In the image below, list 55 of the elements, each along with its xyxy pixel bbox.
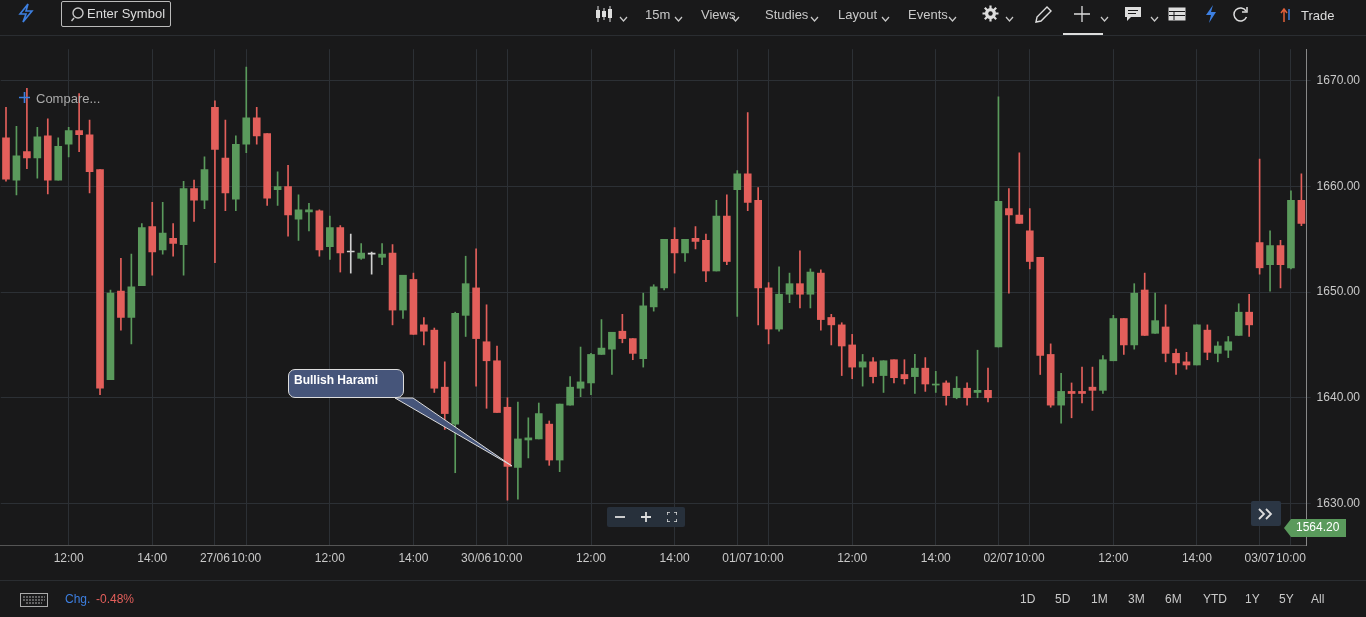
candlestick bbox=[733, 170, 742, 317]
x-tick-label: 10:00 bbox=[753, 551, 784, 566]
x-tick-label: 12:00 bbox=[1098, 551, 1129, 566]
x-tick-label: 12:00 bbox=[53, 551, 85, 566]
text: 5Y bbox=[1279, 592, 1294, 606]
text: Views bbox=[701, 7, 736, 22]
text: Studies bbox=[765, 7, 809, 22]
text: 1M bbox=[1091, 592, 1108, 606]
text: 15m bbox=[645, 7, 671, 22]
x-tick-label: 14:00 bbox=[1181, 551, 1213, 566]
text: YTD bbox=[1203, 592, 1227, 606]
candlestick bbox=[378, 243, 386, 265]
x-tick-label: 12:00 bbox=[314, 551, 346, 566]
x-tick-label: 02/07 bbox=[983, 551, 1014, 566]
x-tick-label: 01/07 bbox=[722, 551, 753, 566]
x-tick-label: 10:00 bbox=[492, 551, 523, 566]
text: 3M bbox=[1128, 592, 1145, 606]
x-tick-label: 12:00 bbox=[576, 551, 607, 566]
annotation: Bullish Harami bbox=[294, 373, 379, 387]
text: Enter Symbol bbox=[87, 6, 166, 21]
x-tick-label: 14:00 bbox=[398, 551, 429, 566]
x-tick-label: 12:00 bbox=[837, 551, 868, 566]
candlestick bbox=[984, 367, 992, 403]
x-tick-label: 14:00 bbox=[920, 551, 952, 566]
text: 1Y bbox=[1245, 592, 1260, 606]
text: All bbox=[1311, 592, 1325, 606]
text: 1D bbox=[1020, 592, 1036, 606]
x-tick-label: 10:00 bbox=[1275, 551, 1307, 566]
candlestick bbox=[23, 87, 31, 169]
text: 5D bbox=[1055, 592, 1071, 606]
text: -0.48% bbox=[96, 592, 135, 606]
x-tick-label: 03/07 bbox=[1244, 551, 1275, 566]
candlestick bbox=[305, 203, 313, 232]
text: Trade bbox=[1301, 8, 1335, 23]
text: Chg. bbox=[65, 592, 91, 606]
y-tick-label: 1640.00 bbox=[1316, 390, 1361, 405]
candlestick bbox=[1078, 366, 1086, 404]
x-tick-label: 10:00 bbox=[231, 551, 262, 566]
x-tick-label: 14:00 bbox=[659, 551, 690, 566]
y-tick-label: 1650.00 bbox=[1316, 284, 1361, 299]
x-tick-label: 10:00 bbox=[1014, 551, 1046, 566]
text: Layout bbox=[838, 7, 878, 22]
x-tick-label: 14:00 bbox=[137, 551, 168, 566]
candlestick bbox=[911, 354, 919, 394]
candlestick bbox=[169, 223, 177, 257]
y-tick-label: 1630.00 bbox=[1316, 495, 1361, 510]
annotation: 1564.20 bbox=[1296, 520, 1340, 534]
y-tick-label: 1660.00 bbox=[1316, 178, 1361, 193]
candlestick bbox=[1005, 188, 1013, 294]
text: Events bbox=[908, 7, 948, 22]
x-tick-label: 30/06 bbox=[461, 551, 492, 566]
candlestick bbox=[796, 250, 804, 309]
text: 6M bbox=[1165, 592, 1182, 606]
x-tick-label: 27/06 bbox=[199, 551, 231, 566]
y-tick-label: 1670.00 bbox=[1316, 73, 1361, 88]
